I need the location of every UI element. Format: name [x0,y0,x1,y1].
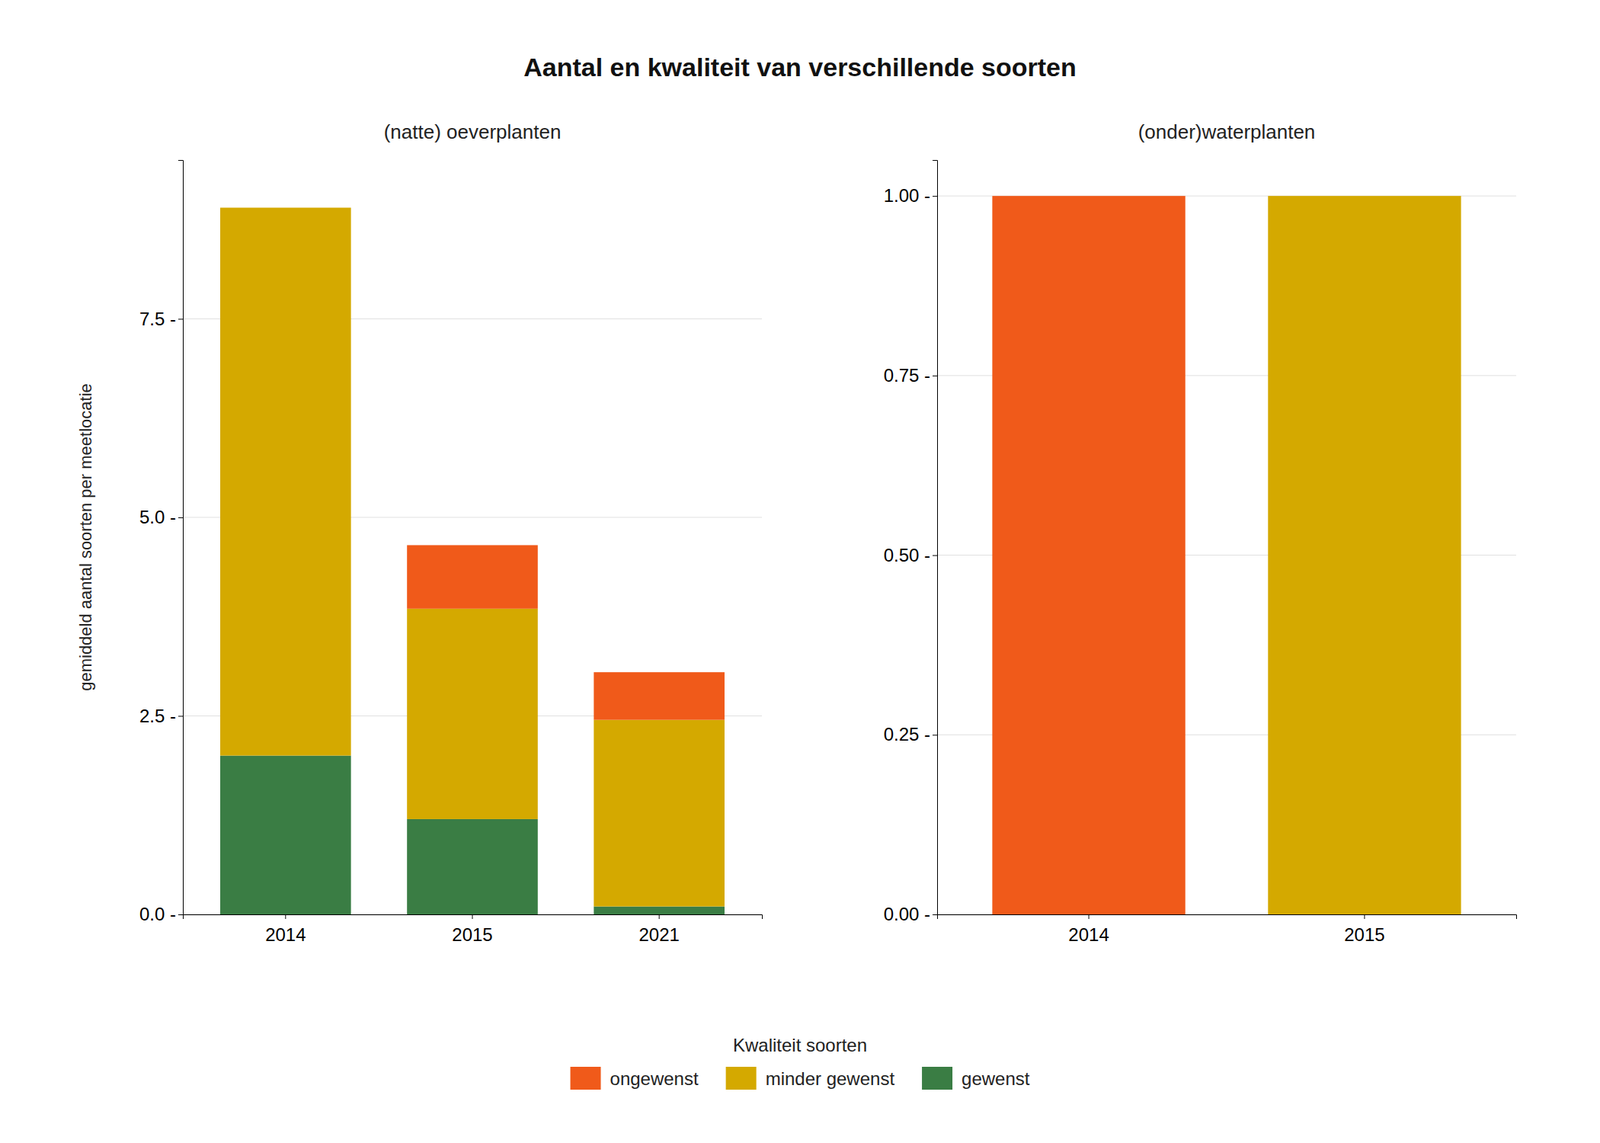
tick-mark [1088,914,1090,919]
panel: 0.00 - 0.25 - 0.50 - 0.75 - 1.00 - 2014 2015 (o… [883,120,1517,945]
bar-segment [1267,195,1461,915]
legend-title: Kwaliteit soorten [732,1034,868,1056]
x-axis: 2014 2015 2021 [183,914,763,945]
bar-segment [406,819,538,915]
tick-mark [178,517,183,519]
legend-label: gewenst [961,1068,1031,1089]
legend-item: minder gewenst [726,1066,896,1090]
y-tick: 0.00 - [883,903,938,925]
subtitle: (onder)waterplanten [1138,120,1316,144]
x-tick-label: 2015 [451,924,493,945]
tick-mark [178,914,183,916]
y-tick-label: 0.75 - [883,364,931,386]
subtitle: (natte) oeverplanten [384,120,562,144]
bar-segment [593,720,725,907]
axis-line [183,915,763,920]
legend-swatch [570,1066,602,1090]
legend-swatch [726,1066,757,1090]
x-tick: 2014 [1068,914,1109,945]
legend-label: minder gewenst [765,1068,896,1089]
tick-mark [932,195,938,197]
legend: Kwaliteit soorten ongewenst minder gewenst… [570,1034,1031,1090]
grid [937,195,1517,915]
x-tick-label: 2021 [638,924,679,945]
tick-mark [932,734,938,736]
x-tick-label: 2014 [265,924,306,945]
y-tick-label: 0.50 - [883,544,931,566]
bars [220,208,725,915]
x-tick: 2015 [1344,914,1385,945]
y-tick: 0.0 - [139,903,183,925]
tick-mark [472,914,474,919]
axis-line [932,160,938,916]
legend-item: ongewenst [570,1066,699,1090]
y-axis: 0.00 - 0.25 - 0.50 - 0.75 - 1.00 - [883,160,938,925]
bar-segment [1267,195,1461,197]
y-tick: 0.75 - [883,364,938,386]
tick-mark [178,318,183,320]
tick-mark [932,375,938,377]
x-tick-label: 2014 [1068,924,1109,945]
bar-segment [220,755,352,915]
chart-canvas: 0.0 - 2.5 - 5.0 - 7.5 - 2014 2015 2021 (natte) … [0,0,1600,1143]
y-axis-title: gemiddeld aantal soorten per meetlocatie [76,383,96,692]
bar-segment [406,544,538,608]
bar-segment [220,208,352,756]
legend-items: ongewenst minder gewenst gewenst [570,1066,1031,1090]
x-tick: 2014 [265,914,306,945]
y-tick-label: 1.00 - [883,185,931,206]
x-tick-label: 2015 [1344,924,1385,945]
y-axis: 0.0 - 2.5 - 5.0 - 7.5 - [139,160,184,925]
y-tick-label: 2.5 - [139,705,176,727]
x-tick: 2015 [451,914,493,945]
panel: 0.0 - 2.5 - 5.0 - 7.5 - 2014 2015 2021 (natte) … [76,120,763,945]
title: Aantal en kwaliteit van verschillende so… [523,52,1077,82]
y-tick-label: 5.0 - [139,506,176,528]
axis-line [178,160,184,916]
y-tick: 5.0 - [139,506,183,528]
bar-segment [593,906,725,915]
bar-segment [406,608,538,820]
tick-mark [932,914,938,916]
y-tick: 0.25 - [883,723,938,745]
bar-segment [992,195,1185,915]
tick-mark [659,914,660,919]
y-tick-label: 0.0 - [139,903,176,925]
y-tick-label: 0.00 - [883,903,931,925]
y-tick: 1.00 - [883,185,938,206]
legend-item: gewenst [921,1066,1031,1090]
x-axis: 2014 2015 [937,914,1517,945]
y-tick: 2.5 - [139,705,183,727]
bars [992,195,1461,915]
tick-mark [1363,914,1365,919]
bar-segment [593,672,725,720]
legend-swatch [921,1066,953,1090]
tick-mark [932,555,938,557]
bar-segment [220,207,352,208]
tick-mark [178,715,183,717]
tick-mark [284,914,286,919]
y-tick: 0.50 - [883,544,938,566]
y-tick-label: 7.5 - [139,308,176,330]
y-tick-label: 0.25 - [883,723,931,745]
axis-line [937,915,1517,920]
y-tick: 7.5 - [139,308,183,330]
legend-label: ongewenst [610,1068,699,1089]
x-tick: 2021 [638,914,679,945]
